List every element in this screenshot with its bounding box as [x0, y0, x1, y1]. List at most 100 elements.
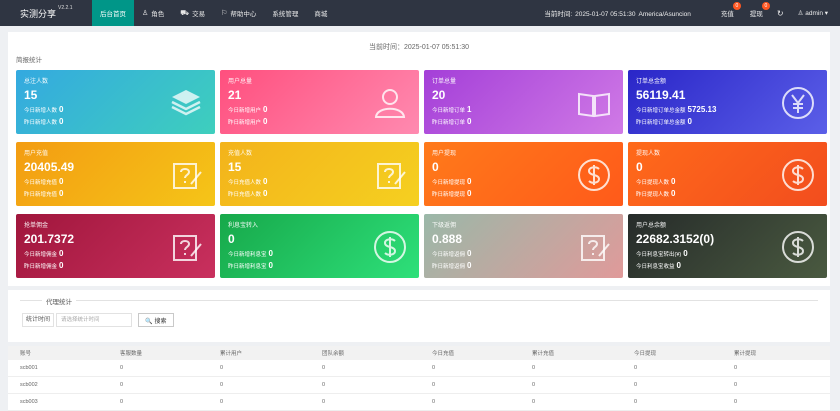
- recharge-badge: 0: [732, 2, 741, 10]
- table-row[interactable]: scb003 0 0 0 0 0 0 0: [8, 394, 830, 411]
- edit-icon: [169, 230, 203, 264]
- edit-icon: [169, 158, 203, 192]
- card-today-line: 今日新增提现 0: [432, 177, 615, 186]
- table-row[interactable]: scb001 0 0 0 0 0 0 0: [8, 360, 830, 377]
- table-cell: scb001: [20, 365, 38, 371]
- search-button[interactable]: 🔍 搜索: [138, 313, 174, 327]
- card-label: 充值人数: [228, 151, 253, 157]
- table-cell: 0: [220, 382, 224, 388]
- card-label: 用户总余额: [636, 223, 667, 229]
- nav-item-5[interactable]: 商城: [306, 0, 335, 26]
- card-today-line: 今日提现人数 0: [636, 177, 819, 186]
- stat-card: 订单总金额 56119.41 今日新增订单总金额 5725.13 昨日新增订单总金额 0: [628, 70, 827, 134]
- card-today-value: 0: [263, 105, 268, 114]
- table-cell: 0: [532, 399, 536, 405]
- date-range-input[interactable]: 请选择统计时间: [56, 313, 132, 327]
- header-right: 当前时间: 2025-01-07 05:51:30 America/Asuncion…: [541, 0, 840, 26]
- section-title: 简报统计: [16, 57, 42, 64]
- withdraw-button[interactable]: 提现 0: [750, 2, 770, 18]
- card-value: 0: [636, 160, 643, 174]
- card-yesterday-line: 昨日新增返佣 0: [432, 261, 615, 270]
- card-yesterday-label: 昨日新增利息宝: [228, 264, 267, 270]
- card-yesterday-label: 昨日新增订单总金额: [636, 120, 686, 126]
- card-yesterday-value: 0: [59, 261, 64, 270]
- card-label: 用户总量: [228, 79, 253, 85]
- user-menu[interactable]: ♙ admin ▾: [797, 10, 828, 17]
- scrollbar[interactable]: [830, 26, 840, 410]
- table-row[interactable]: scb002 0 0 0 0 0 0 0: [8, 377, 830, 394]
- card-value: 21: [228, 88, 242, 102]
- card-label: 下级返佣: [432, 223, 457, 229]
- card-today-value: 0: [467, 177, 472, 186]
- card-today-line: 今日新增订单 1: [432, 105, 615, 114]
- table-cell: 0: [432, 365, 436, 371]
- table-cell: 0: [734, 399, 738, 405]
- table-cell: 0: [734, 365, 738, 371]
- card-today-line: 今日新增订单总金额 5725.13: [636, 105, 819, 114]
- card-today-line: 今日新增返佣 0: [432, 249, 615, 258]
- dollar-icon: [373, 230, 407, 264]
- card-today-value: 0: [59, 249, 64, 258]
- nav-item-0[interactable]: 后台首页: [92, 0, 134, 26]
- withdraw-badge: 0: [761, 2, 770, 10]
- card-yesterday-line: 昨日新增订单总金额 0: [636, 117, 819, 126]
- agent-table: 账号 客服数量 累计用户 团队余额 今日充值 累计充值 今日提现 累计提现 scb001 0 0 0…: [8, 346, 830, 411]
- nav-item-3[interactable]: ⚐ 帮助中心: [213, 0, 264, 26]
- card-value: 15: [228, 160, 242, 174]
- nav-item-4[interactable]: 系统管理: [264, 0, 306, 26]
- card-value: 201.7372: [24, 232, 75, 246]
- recharge-button[interactable]: 充值 0: [721, 2, 741, 18]
- card-today-label: 今日新增人数: [24, 108, 58, 114]
- card-today-label: 今日新增用户: [228, 108, 262, 114]
- stats-panel: 当前时间：2025-01-07 05:51:30 简报统计 总注人数 15 今日新增…: [8, 32, 830, 286]
- current-time: 当前时间: 2025-01-07 05:51:30 America/Asuncion: [541, 8, 691, 18]
- card-label: 抢单佣金: [24, 223, 49, 229]
- card-yesterday-value: 0: [59, 117, 64, 126]
- refresh-icon[interactable]: ↻: [776, 8, 784, 18]
- card-today-label: 今日提现人数: [636, 180, 670, 186]
- user-icon: [373, 86, 407, 120]
- card-today-value: 0: [59, 177, 64, 186]
- card-yesterday-value: 0: [671, 189, 676, 198]
- table-cell: 0: [220, 399, 224, 405]
- card-today-label: 今日新增提现: [432, 180, 466, 186]
- card-today-line: 今日充值人数 0: [228, 177, 411, 186]
- card-today-line: 今日利息宝转出(¥) 0: [636, 249, 819, 258]
- table-cell: scb003: [20, 399, 38, 405]
- edit-icon: [577, 230, 611, 264]
- stat-card: 用户提现 0 今日新增提现 0 昨日新增提现 0: [424, 142, 623, 206]
- column-header: 累计充值: [532, 351, 555, 357]
- card-today-value: 0: [59, 105, 64, 114]
- card-yesterday-label: 昨日新增返佣: [432, 264, 466, 270]
- card-value: 56119.41: [636, 88, 686, 102]
- card-value: 15: [24, 88, 38, 102]
- card-yesterday-line: 昨日新增订单 0: [432, 117, 615, 126]
- nav-item-1[interactable]: ♙ 角色: [134, 0, 172, 26]
- agent-filter: 代理统计 统计时间 请选择统计时间 🔍 搜索: [8, 290, 830, 342]
- table-cell: 0: [634, 399, 638, 405]
- card-today-value: 5725.13: [687, 105, 717, 114]
- card-yesterday-line: 昨日充值人数 0: [228, 189, 411, 198]
- card-yesterday-line: 昨日新增利息宝 0: [228, 261, 411, 270]
- card-today-label: 今日新增订单: [432, 108, 466, 114]
- card-yesterday-line: 昨日新增充值 0: [24, 189, 207, 198]
- app-brand[interactable]: 实测分享 V2.2.1: [0, 5, 92, 20]
- card-yesterday-label: 昨日充值人数: [228, 192, 262, 198]
- dollar-icon: [577, 158, 611, 192]
- table-cell: 0: [322, 382, 326, 388]
- card-today-value: 0: [683, 249, 688, 258]
- stat-card: 用户总量 21 今日新增用户 0 昨日新增用户 0: [220, 70, 419, 134]
- edit-icon: [373, 158, 407, 192]
- nav-label: 交易: [192, 11, 206, 18]
- card-value: 0: [228, 232, 235, 246]
- card-label: 提现人数: [636, 151, 661, 157]
- card-label: 订单总金额: [636, 79, 667, 85]
- card-yesterday-value: 0: [59, 189, 64, 198]
- table-cell: 0: [120, 365, 124, 371]
- table-cell: 0: [220, 365, 224, 371]
- card-today-value: 0: [467, 249, 472, 258]
- card-today-line: 今日新增用户 0: [228, 105, 411, 114]
- nav-item-2[interactable]: ⛟ 交易: [172, 0, 213, 26]
- card-today-label: 今日新增订单总金额: [636, 108, 686, 114]
- dollar-icon: [781, 158, 815, 192]
